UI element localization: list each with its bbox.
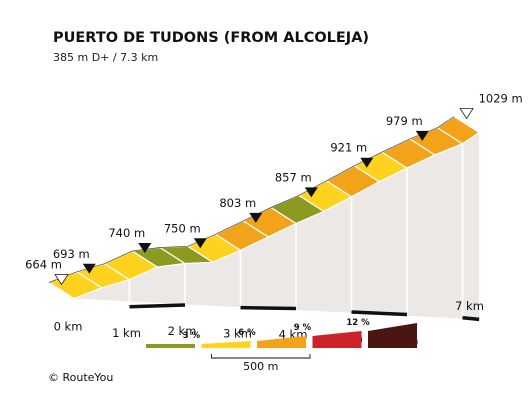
legend-scale-label: 500 m <box>243 360 278 373</box>
elevation-marker-triangle <box>415 130 429 141</box>
elevation-marker-triangle <box>82 263 96 274</box>
legend-grade-ramp <box>201 341 251 348</box>
elevation-marker-triangle <box>193 238 207 249</box>
distance-scale-bar <box>129 303 186 309</box>
profile-group <box>48 115 480 322</box>
km-tick-label: 3 km <box>223 327 252 341</box>
km-tick-label: 0 km <box>54 320 83 334</box>
elevation-marker-triangle <box>138 243 152 253</box>
legend-grade-label: 6 % <box>238 328 256 338</box>
endpoint-marker-triangle <box>54 274 69 286</box>
km-tick-label: 1 km <box>112 326 141 340</box>
copyright-notice: © RouteYou <box>48 371 113 384</box>
profile-side-wall <box>74 132 480 320</box>
elevation-marker-triangle <box>360 157 374 168</box>
distance-scale-bar <box>462 316 480 322</box>
legend-grade-ramp <box>312 331 362 348</box>
legend-grade-ramp <box>146 344 195 348</box>
km-tick-label: 2 km <box>168 324 197 338</box>
legend-grade-ramp <box>368 323 417 348</box>
elevation-label: 693 m <box>53 247 90 261</box>
endpoint-marker-triangle <box>459 108 474 120</box>
legend-grade-ramp <box>257 336 306 348</box>
elevation-label: 803 m <box>219 196 256 210</box>
distance-scale-bar <box>240 305 297 311</box>
distance-scale-bar <box>351 310 408 317</box>
km-tick-label: 7 km <box>455 299 484 313</box>
legend-group: 3 % 6 % 9 % 12 % 500 m <box>146 318 417 373</box>
elevation-label: 740 m <box>108 226 145 240</box>
legend-grade-label: 9 % <box>294 323 312 333</box>
legend-grade-label: 12 % <box>346 318 370 328</box>
elevation-marker-triangle <box>304 187 318 198</box>
elevation-label: 857 m <box>275 170 312 184</box>
legend-grade-label: 3 % <box>183 331 201 341</box>
elevation-label: 979 m <box>386 114 423 128</box>
chart-title: PUERTO DE TUDONS (FROM ALCOLEJA) <box>53 30 369 46</box>
elevation-marker-triangle <box>249 212 263 223</box>
elevation-label: 921 m <box>330 141 367 155</box>
elevation-label: 1029 m <box>479 91 523 105</box>
elevation-label: 750 m <box>164 221 201 235</box>
elevation-label: 664 m <box>25 258 62 272</box>
legend-scale-bracket <box>211 354 311 359</box>
chart-subtitle: 385 m D+ / 7.3 km <box>53 51 158 64</box>
